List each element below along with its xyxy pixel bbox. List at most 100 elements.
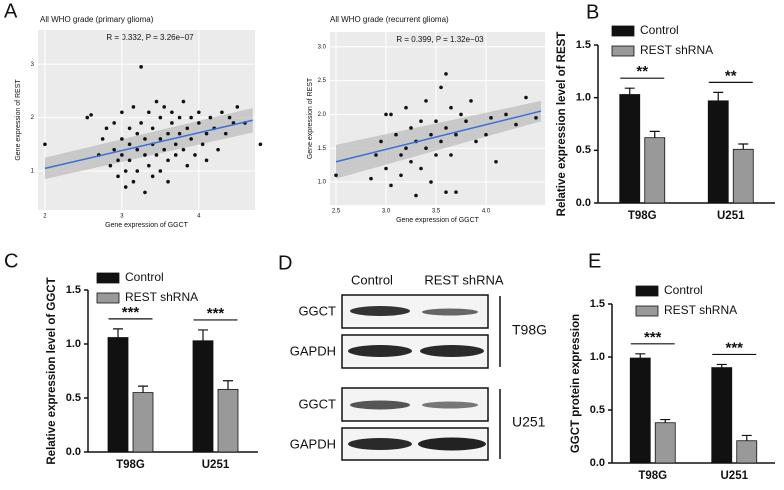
point	[154, 99, 159, 104]
error-bar	[660, 418, 671, 423]
point	[127, 142, 132, 147]
x-tick-label: U251	[721, 470, 749, 482]
point	[189, 137, 193, 141]
bar	[217, 388, 239, 453]
point	[158, 115, 163, 120]
band	[348, 345, 412, 357]
point	[404, 146, 408, 151]
point	[434, 153, 438, 157]
bar	[644, 137, 666, 204]
fit-line	[44, 119, 253, 170]
point	[369, 176, 373, 181]
y-tick-label: 0.0	[590, 457, 605, 469]
legend-label: REST shRNA	[664, 303, 737, 317]
y-tick-label: 0.5	[66, 392, 81, 404]
y-tick-label: 2	[31, 115, 35, 121]
blot-row: GAPDH	[290, 436, 336, 451]
x-tick-label: 3	[120, 214, 124, 220]
bar	[619, 94, 641, 204]
point	[409, 159, 413, 164]
point	[123, 169, 128, 173]
point	[185, 163, 190, 168]
point	[454, 190, 458, 194]
x-tick-label: T98G	[638, 470, 667, 482]
point	[434, 119, 438, 124]
point	[85, 115, 90, 120]
point	[464, 119, 468, 124]
point	[162, 147, 166, 152]
point	[116, 174, 120, 179]
annotation: R = 0.399, P = 1.32e−03	[396, 35, 484, 44]
point	[162, 105, 166, 109]
point	[399, 173, 403, 178]
legend-label: REST shRNA	[125, 290, 198, 304]
point	[170, 110, 174, 115]
point	[147, 163, 151, 168]
point	[409, 126, 413, 130]
y-tick-label: 1.0	[66, 338, 81, 350]
point	[469, 99, 473, 103]
confidence-band	[44, 107, 253, 180]
point	[120, 110, 124, 115]
cell-line-label: U251	[512, 414, 546, 430]
point	[166, 131, 170, 136]
error-bar	[223, 380, 233, 390]
point	[449, 105, 453, 110]
point	[449, 153, 453, 157]
point	[170, 121, 174, 125]
point	[334, 173, 338, 178]
point	[120, 137, 124, 141]
band	[348, 438, 412, 450]
point	[127, 158, 132, 163]
y-tick-label: 2.0	[318, 112, 327, 118]
x-tick-label: 3.5	[432, 209, 441, 215]
legend-label: REST shRNA	[640, 43, 713, 57]
legend-swatch	[96, 272, 120, 284]
point	[100, 137, 105, 141]
point	[216, 147, 220, 152]
point	[158, 137, 163, 141]
error-bar	[741, 434, 752, 441]
point	[399, 153, 403, 157]
fit-line	[335, 110, 542, 163]
panel-label: E	[588, 250, 601, 272]
significance-label: ***	[725, 339, 743, 356]
point	[204, 158, 209, 163]
bar	[629, 357, 651, 464]
point	[494, 159, 498, 164]
bar	[654, 422, 676, 464]
bar	[107, 337, 129, 453]
panel-label: D	[278, 252, 292, 274]
y-axis-label: Relative expression level of GGCT	[46, 277, 58, 464]
panel-label: C	[4, 250, 18, 272]
point	[258, 142, 263, 147]
y-tick-label: 0.0	[66, 446, 81, 458]
point	[208, 115, 213, 120]
point	[474, 139, 478, 144]
point	[429, 180, 433, 184]
x-axis-label: Gene expression of GGCT	[105, 222, 189, 229]
y-tick-label: 0.5	[590, 404, 605, 416]
point	[389, 183, 393, 188]
x-axis-label: Gene expression of GGCT	[396, 217, 480, 224]
band	[418, 437, 486, 451]
significance-label: ***	[644, 329, 662, 346]
point	[379, 139, 383, 144]
y-tick-label: 2.5	[318, 78, 327, 84]
legend-swatch	[635, 305, 659, 317]
point	[524, 95, 528, 100]
y-tick-label: 1.0	[590, 351, 605, 363]
point	[429, 132, 433, 137]
error-bar	[198, 329, 208, 341]
point	[204, 131, 209, 136]
point	[139, 121, 143, 125]
y-tick-label: 1.0	[576, 92, 591, 104]
x-tick-label: 4.0	[482, 209, 491, 215]
point	[166, 179, 170, 184]
point	[177, 131, 182, 136]
annotation: R = 0.332, P = 3.26e−07	[106, 33, 194, 42]
point	[120, 153, 124, 157]
y-tick-label: 1	[31, 169, 35, 175]
blot-row: GGCT	[298, 396, 336, 411]
